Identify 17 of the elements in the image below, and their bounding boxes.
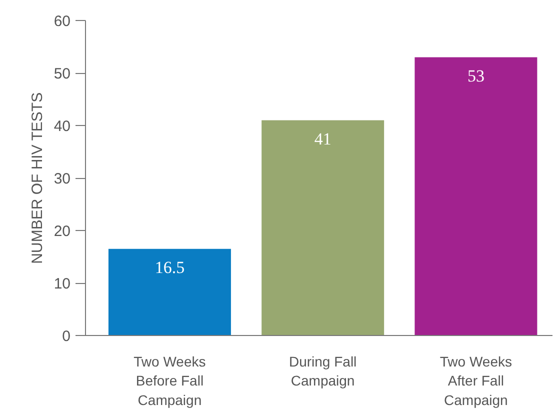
bar xyxy=(262,120,384,336)
y-tick-label: 60 xyxy=(54,13,71,30)
x-tick-label: During Fall Campaign xyxy=(288,354,357,389)
y-tick-label: 40 xyxy=(54,118,71,135)
y-tick-label: 20 xyxy=(54,223,71,240)
y-tick-label: 10 xyxy=(54,276,71,292)
data-label: 16.5 xyxy=(154,258,185,277)
x-tick-label: Two Weeks Before Fall Campaign xyxy=(134,354,206,408)
bar xyxy=(108,248,231,336)
bar xyxy=(414,57,538,336)
x-tick-label: Two Weeks After Fall Campaign xyxy=(440,354,512,408)
data-label: 53 xyxy=(467,66,484,86)
y-tick-label: 0 xyxy=(62,328,70,345)
data-label: 41 xyxy=(314,129,332,148)
y-tick-label: 50 xyxy=(54,66,71,82)
y-axis-title: NUMBER OF HIV TESTS xyxy=(28,92,46,264)
y-tick-label: 30 xyxy=(54,170,71,188)
